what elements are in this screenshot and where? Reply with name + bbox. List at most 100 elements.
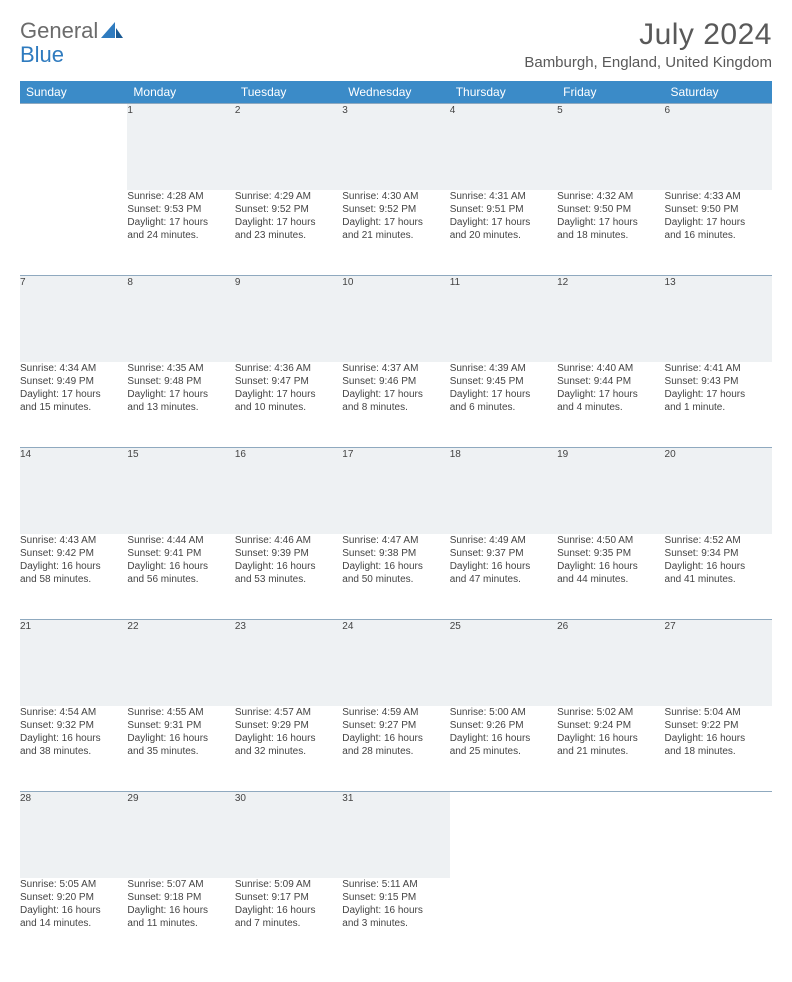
day-number-cell: 5 (557, 104, 664, 190)
day-info-line: and 56 minutes. (127, 573, 234, 586)
logo-text-general: General (20, 18, 98, 44)
day-info-line: Sunset: 9:35 PM (557, 547, 664, 560)
day-info-line: Sunrise: 4:32 AM (557, 190, 664, 203)
day-info-line: and 18 minutes. (557, 229, 664, 242)
day-number-cell: 16 (235, 448, 342, 534)
day-number-cell: 18 (450, 448, 557, 534)
day-content-cell (20, 190, 127, 276)
day-info-line: Sunset: 9:43 PM (665, 375, 772, 388)
day-info-line: Daylight: 16 hours (20, 904, 127, 917)
day-info-line: and 50 minutes. (342, 573, 449, 586)
day-info-line: Sunrise: 4:54 AM (20, 706, 127, 719)
day-info-line: Sunset: 9:38 PM (342, 547, 449, 560)
day-number-cell: 4 (450, 104, 557, 190)
day-info-line: Daylight: 16 hours (235, 560, 342, 573)
day-content-row: Sunrise: 4:28 AMSunset: 9:53 PMDaylight:… (20, 190, 772, 276)
day-content-cell: Sunrise: 5:04 AMSunset: 9:22 PMDaylight:… (665, 706, 772, 792)
day-info-line: Sunset: 9:18 PM (127, 891, 234, 904)
day-number-cell: 9 (235, 276, 342, 362)
day-number-cell: 7 (20, 276, 127, 362)
day-number-cell (557, 792, 664, 878)
day-header-row: Sunday Monday Tuesday Wednesday Thursday… (20, 81, 772, 104)
day-info-line: and 15 minutes. (20, 401, 127, 414)
day-info-line: and 14 minutes. (20, 917, 127, 930)
day-info-line: Sunrise: 4:43 AM (20, 534, 127, 547)
day-info-line: Sunrise: 4:52 AM (665, 534, 772, 547)
day-info-line: and 47 minutes. (450, 573, 557, 586)
day-info-line: Sunset: 9:48 PM (127, 375, 234, 388)
logo: General (20, 18, 123, 44)
day-info-line: and 58 minutes. (20, 573, 127, 586)
day-info-line: Daylight: 16 hours (20, 732, 127, 745)
day-info-line: and 11 minutes. (127, 917, 234, 930)
day-info-line: Sunrise: 4:40 AM (557, 362, 664, 375)
day-content-cell: Sunrise: 4:28 AMSunset: 9:53 PMDaylight:… (127, 190, 234, 276)
logo-sail-icon (101, 22, 123, 40)
day-number-cell: 29 (127, 792, 234, 878)
day-info-line: Daylight: 16 hours (127, 732, 234, 745)
day-content-cell: Sunrise: 4:59 AMSunset: 9:27 PMDaylight:… (342, 706, 449, 792)
day-info-line: Sunset: 9:27 PM (342, 719, 449, 732)
day-content-cell: Sunrise: 4:30 AMSunset: 9:52 PMDaylight:… (342, 190, 449, 276)
day-info-line: and 53 minutes. (235, 573, 342, 586)
day-number-row: 21222324252627 (20, 620, 772, 706)
day-info-line: Sunset: 9:50 PM (665, 203, 772, 216)
day-content-cell: Sunrise: 4:46 AMSunset: 9:39 PMDaylight:… (235, 534, 342, 620)
day-info-line: Daylight: 16 hours (20, 560, 127, 573)
day-info-line: Sunset: 9:29 PM (235, 719, 342, 732)
day-content-cell: Sunrise: 4:55 AMSunset: 9:31 PMDaylight:… (127, 706, 234, 792)
day-number-cell: 10 (342, 276, 449, 362)
day-info-line: Daylight: 17 hours (665, 388, 772, 401)
day-info-line: Daylight: 17 hours (557, 388, 664, 401)
day-info-line: and 18 minutes. (665, 745, 772, 758)
day-content-cell: Sunrise: 5:02 AMSunset: 9:24 PMDaylight:… (557, 706, 664, 792)
calendar-table: Sunday Monday Tuesday Wednesday Thursday… (20, 81, 772, 964)
day-info-line: Sunrise: 4:29 AM (235, 190, 342, 203)
day-number-row: 78910111213 (20, 276, 772, 362)
day-content-cell: Sunrise: 4:49 AMSunset: 9:37 PMDaylight:… (450, 534, 557, 620)
day-info-line: Daylight: 16 hours (450, 732, 557, 745)
day-info-line: Sunrise: 4:37 AM (342, 362, 449, 375)
day-info-line: Sunrise: 4:59 AM (342, 706, 449, 719)
day-number-cell: 22 (127, 620, 234, 706)
day-info-line: Sunset: 9:32 PM (20, 719, 127, 732)
day-info-line: Sunrise: 4:28 AM (127, 190, 234, 203)
day-number-cell: 25 (450, 620, 557, 706)
title-block: July 2024 Bamburgh, England, United King… (524, 18, 772, 71)
day-info-line: and 41 minutes. (665, 573, 772, 586)
day-content-cell: Sunrise: 4:44 AMSunset: 9:41 PMDaylight:… (127, 534, 234, 620)
day-info-line: and 4 minutes. (557, 401, 664, 414)
day-info-line: Sunset: 9:39 PM (235, 547, 342, 560)
day-info-line: Sunrise: 4:50 AM (557, 534, 664, 547)
day-info-line: Daylight: 17 hours (235, 216, 342, 229)
day-info-line: Sunrise: 4:30 AM (342, 190, 449, 203)
day-info-line: Sunrise: 4:33 AM (665, 190, 772, 203)
day-info-line: Sunrise: 4:39 AM (450, 362, 557, 375)
day-info-line: Daylight: 16 hours (342, 732, 449, 745)
day-info-line: Sunrise: 4:55 AM (127, 706, 234, 719)
day-info-line: Sunset: 9:20 PM (20, 891, 127, 904)
day-number-cell: 23 (235, 620, 342, 706)
day-info-line: Sunrise: 5:02 AM (557, 706, 664, 719)
day-content-cell (450, 878, 557, 964)
day-content-cell: Sunrise: 4:57 AMSunset: 9:29 PMDaylight:… (235, 706, 342, 792)
day-info-line: and 10 minutes. (235, 401, 342, 414)
day-content-cell: Sunrise: 4:29 AMSunset: 9:52 PMDaylight:… (235, 190, 342, 276)
day-content-cell: Sunrise: 5:00 AMSunset: 9:26 PMDaylight:… (450, 706, 557, 792)
day-info-line: Sunset: 9:46 PM (342, 375, 449, 388)
day-number-cell: 3 (342, 104, 449, 190)
day-info-line: Sunrise: 4:41 AM (665, 362, 772, 375)
day-info-line: Sunset: 9:24 PM (557, 719, 664, 732)
day-info-line: Daylight: 16 hours (127, 904, 234, 917)
day-info-line: Sunrise: 5:00 AM (450, 706, 557, 719)
day-number-cell: 2 (235, 104, 342, 190)
location: Bamburgh, England, United Kingdom (524, 54, 772, 71)
day-info-line: Sunrise: 4:44 AM (127, 534, 234, 547)
day-info-line: Daylight: 17 hours (127, 388, 234, 401)
day-header: Saturday (665, 81, 772, 104)
day-number-cell: 17 (342, 448, 449, 534)
day-info-line: Sunset: 9:37 PM (450, 547, 557, 560)
day-info-line: Daylight: 17 hours (127, 216, 234, 229)
day-header: Monday (127, 81, 234, 104)
day-content-cell: Sunrise: 4:35 AMSunset: 9:48 PMDaylight:… (127, 362, 234, 448)
